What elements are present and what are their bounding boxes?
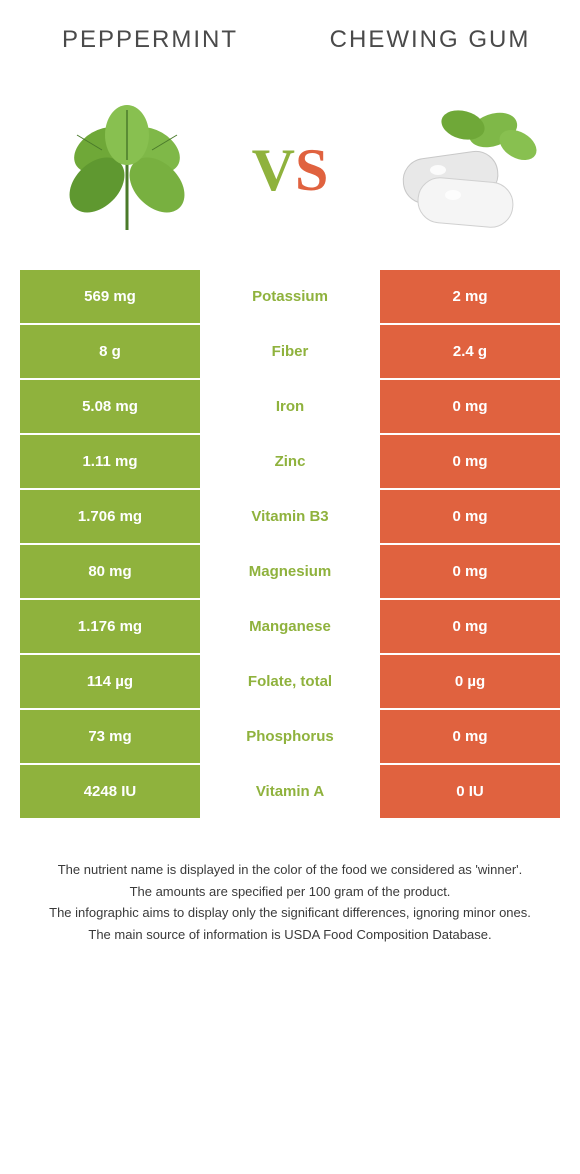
right-value-cell: 2.4 g xyxy=(380,325,560,378)
right-value-cell: 0 mg xyxy=(380,600,560,653)
nutrient-label-cell: Potassium xyxy=(200,270,380,323)
nutrient-label-cell: Vitamin A xyxy=(200,765,380,818)
left-value-cell: 569 mg xyxy=(20,270,200,323)
table-row: 73 mgPhosphorus0 mg xyxy=(20,710,560,765)
right-value-cell: 0 mg xyxy=(380,545,560,598)
right-value-cell: 0 mg xyxy=(380,710,560,763)
footer-line-1: The nutrient name is displayed in the co… xyxy=(30,860,550,880)
table-row: 1.11 mgZinc0 mg xyxy=(20,435,560,490)
left-value-cell: 1.11 mg xyxy=(20,435,200,488)
table-row: 5.08 mgIron0 mg xyxy=(20,380,560,435)
nutrient-label-cell: Iron xyxy=(200,380,380,433)
left-value-cell: 73 mg xyxy=(20,710,200,763)
peppermint-image xyxy=(37,95,217,245)
comparison-table: 569 mgPotassium2 mg8 gFiber2.4 g5.08 mgI… xyxy=(20,270,560,820)
images-row: VS xyxy=(0,80,580,260)
left-value-cell: 8 g xyxy=(20,325,200,378)
left-value-cell: 1.176 mg xyxy=(20,600,200,653)
nutrient-label-cell: Vitamin B3 xyxy=(200,490,380,543)
vs-v-letter: V xyxy=(252,137,295,203)
chewing-gum-image xyxy=(363,95,543,245)
left-value-cell: 80 mg xyxy=(20,545,200,598)
nutrient-label-cell: Folate, total xyxy=(200,655,380,708)
footer-notes: The nutrient name is displayed in the co… xyxy=(30,860,550,944)
footer-line-3: The infographic aims to display only the… xyxy=(30,903,550,923)
table-row: 569 mgPotassium2 mg xyxy=(20,270,560,325)
right-food-title: Chewing Gum xyxy=(290,26,570,54)
right-value-cell: 0 IU xyxy=(380,765,560,818)
right-value-cell: 0 mg xyxy=(380,435,560,488)
gum-icon xyxy=(363,100,543,240)
left-value-cell: 4248 IU xyxy=(20,765,200,818)
right-value-cell: 0 µg xyxy=(380,655,560,708)
right-value-cell: 0 mg xyxy=(380,380,560,433)
left-value-cell: 5.08 mg xyxy=(20,380,200,433)
footer-line-4: The main source of information is USDA F… xyxy=(30,925,550,945)
nutrient-label-cell: Manganese xyxy=(200,600,380,653)
table-row: 80 mgMagnesium0 mg xyxy=(20,545,560,600)
vs-label: VS xyxy=(252,136,329,205)
left-food-title: Peppermint xyxy=(10,26,290,54)
right-value-cell: 2 mg xyxy=(380,270,560,323)
nutrient-label-cell: Phosphorus xyxy=(200,710,380,763)
vs-s-letter: S xyxy=(295,137,328,203)
mint-leaf-icon xyxy=(47,100,207,240)
table-row: 8 gFiber2.4 g xyxy=(20,325,560,380)
nutrient-label-cell: Magnesium xyxy=(200,545,380,598)
left-value-cell: 1.706 mg xyxy=(20,490,200,543)
table-row: 1.706 mgVitamin B30 mg xyxy=(20,490,560,545)
left-value-cell: 114 µg xyxy=(20,655,200,708)
footer-line-2: The amounts are specified per 100 gram o… xyxy=(30,882,550,902)
table-row: 1.176 mgManganese0 mg xyxy=(20,600,560,655)
table-row: 114 µgFolate, total0 µg xyxy=(20,655,560,710)
right-value-cell: 0 mg xyxy=(380,490,560,543)
table-row: 4248 IUVitamin A0 IU xyxy=(20,765,560,820)
nutrient-label-cell: Fiber xyxy=(200,325,380,378)
nutrient-label-cell: Zinc xyxy=(200,435,380,488)
header: Peppermint Chewing Gum xyxy=(0,0,580,80)
